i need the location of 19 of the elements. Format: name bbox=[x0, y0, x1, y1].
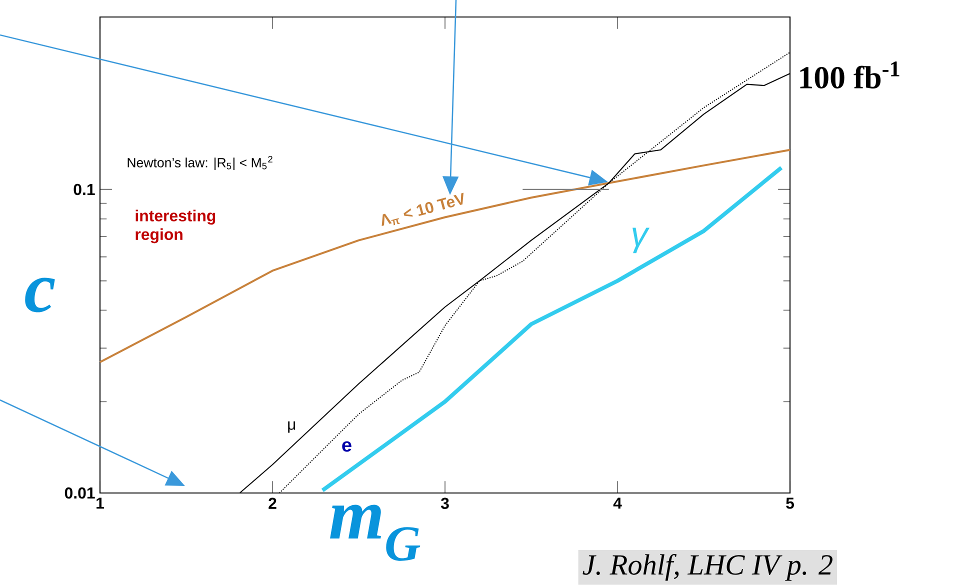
x-tick-label: 2 bbox=[268, 498, 276, 509]
series-label: e bbox=[342, 441, 352, 452]
x-tick-label: 1 bbox=[96, 498, 104, 509]
series-label: γ bbox=[632, 228, 650, 254]
x-tick-label: 4 bbox=[613, 498, 622, 509]
x-tick-label: 3 bbox=[440, 498, 449, 510]
x-tick-label: 5 bbox=[786, 498, 794, 509]
line-series bbox=[99, 148, 792, 364]
x-axis-title: m$_{G}$ bbox=[330, 504, 420, 561]
text: Λ$_{π}$ < 10 TeV bbox=[382, 192, 464, 226]
text: J. Rohlf, LHC IV p. 2 bbox=[582, 554, 832, 581]
annotation: Newton’s law: |R$_{5}$| < M$_{5}$2 bbox=[128, 156, 272, 170]
y-tick-label: 0.1 bbox=[74, 184, 95, 196]
series-label: μ bbox=[288, 421, 296, 433]
line-series bbox=[320, 166, 784, 492]
y-axis-title: c bbox=[25, 278, 55, 312]
text: 100 fb$^{-1}$ bbox=[800, 61, 900, 89]
y-tick-label: 0.01 bbox=[64, 487, 95, 499]
annotation: interesting region bbox=[136, 210, 216, 244]
